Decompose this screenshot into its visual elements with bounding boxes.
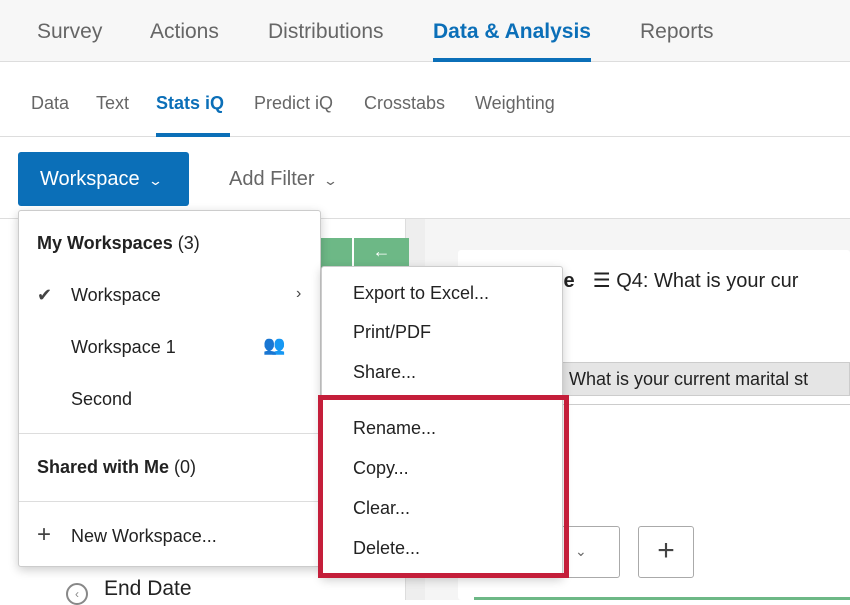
tab-reports[interactable]: Reports [640,20,714,43]
end-date-label: End Date [104,577,192,600]
my-workspaces-count: (3) [177,233,200,253]
list-icon: ☰ [592,270,617,292]
my-workspaces-header: My Workspaces (3) [37,233,200,254]
plus-icon: + [37,521,52,548]
menu-item-clear[interactable]: Clear... [353,498,411,518]
shared-header: Shared with Me (0) [37,457,196,478]
subtab-predict-iq[interactable]: Predict iQ [254,93,334,113]
active-subtab-underline [156,133,230,137]
green-accent-line [474,597,850,600]
plus-icon: + [657,534,675,567]
divider [548,404,850,405]
workspace-button[interactable]: Workspace ⌄ [18,152,189,206]
tab-actions[interactable]: Actions [150,20,219,43]
workspace-label: Workspace [40,168,140,190]
clock-icon: ‹ [66,583,88,605]
workspace-item[interactable]: Workspace [71,285,161,305]
shared-title: Shared with Me [37,457,170,477]
toolbar: Workspace ⌄ Add Filter ⌄ [0,137,850,219]
menu-item-share[interactable]: Share... [353,362,417,382]
tab-data-analysis[interactable]: Data & Analysis [433,20,591,43]
tab-survey[interactable]: Survey [37,20,103,43]
arrow-left-icon: ← [372,241,391,261]
workspace-menu: My Workspaces (3) ✔ Workspace › Workspac… [18,210,321,567]
highlight-box [318,395,569,578]
divider [19,433,320,434]
chevron-down-icon: ⌄ [322,173,338,188]
active-tab-underline [433,58,591,62]
shared-count: (0) [174,457,197,477]
checkmark-icon: ✔ [37,285,53,305]
workspace-submenu: Export to Excel... Print/PDF Share... Re… [321,266,563,577]
divider [19,501,320,502]
workspace-item[interactable]: Second [71,389,133,409]
green-action-button[interactable] [320,238,352,270]
add-filter-button[interactable]: Add Filter ⌄ [229,168,338,191]
menu-item-delete[interactable]: Delete... [353,538,421,558]
variable-end-date[interactable]: ‹ End Date [66,577,192,605]
chevron-down-icon: ⌄ [147,173,163,188]
people-icon: 👥 [263,335,286,355]
question-bar: 4: What is your current marital st [548,362,850,396]
subtab-crosstabs[interactable]: Crosstabs [364,93,446,113]
add-filter-label: Add Filter [229,168,315,190]
menu-item-print-pdf[interactable]: Print/PDF [353,322,432,342]
back-arrow-button[interactable]: ← [354,238,409,270]
menu-item-rename[interactable]: Rename... [353,418,437,438]
tab-distributions[interactable]: Distributions [268,20,384,43]
new-workspace-item[interactable]: New Workspace... [71,526,217,546]
chevron-down-icon: ⌄ [575,543,587,559]
subtab-weighting[interactable]: Weighting [475,93,555,113]
sub-nav: Data Text Stats iQ Predict iQ Crosstabs … [0,62,850,137]
subtab-text[interactable]: Text [96,93,130,113]
menu-item-export-excel[interactable]: Export to Excel... [353,283,490,303]
card-title: le ☰ Q4: What is your cur [558,268,798,293]
add-button[interactable]: + [638,526,694,578]
subtab-stats-iq[interactable]: Stats iQ [156,93,225,113]
subtab-data[interactable]: Data [31,93,70,113]
question-title: Q4: What is your cur [616,270,799,292]
workspace-item[interactable]: Workspace 1 [71,337,176,357]
top-nav: Survey Actions Distributions Data & Anal… [0,0,850,62]
chevron-right-icon: › [296,285,302,302]
my-workspaces-title: My Workspaces [37,233,173,253]
menu-item-copy[interactable]: Copy... [353,458,409,478]
